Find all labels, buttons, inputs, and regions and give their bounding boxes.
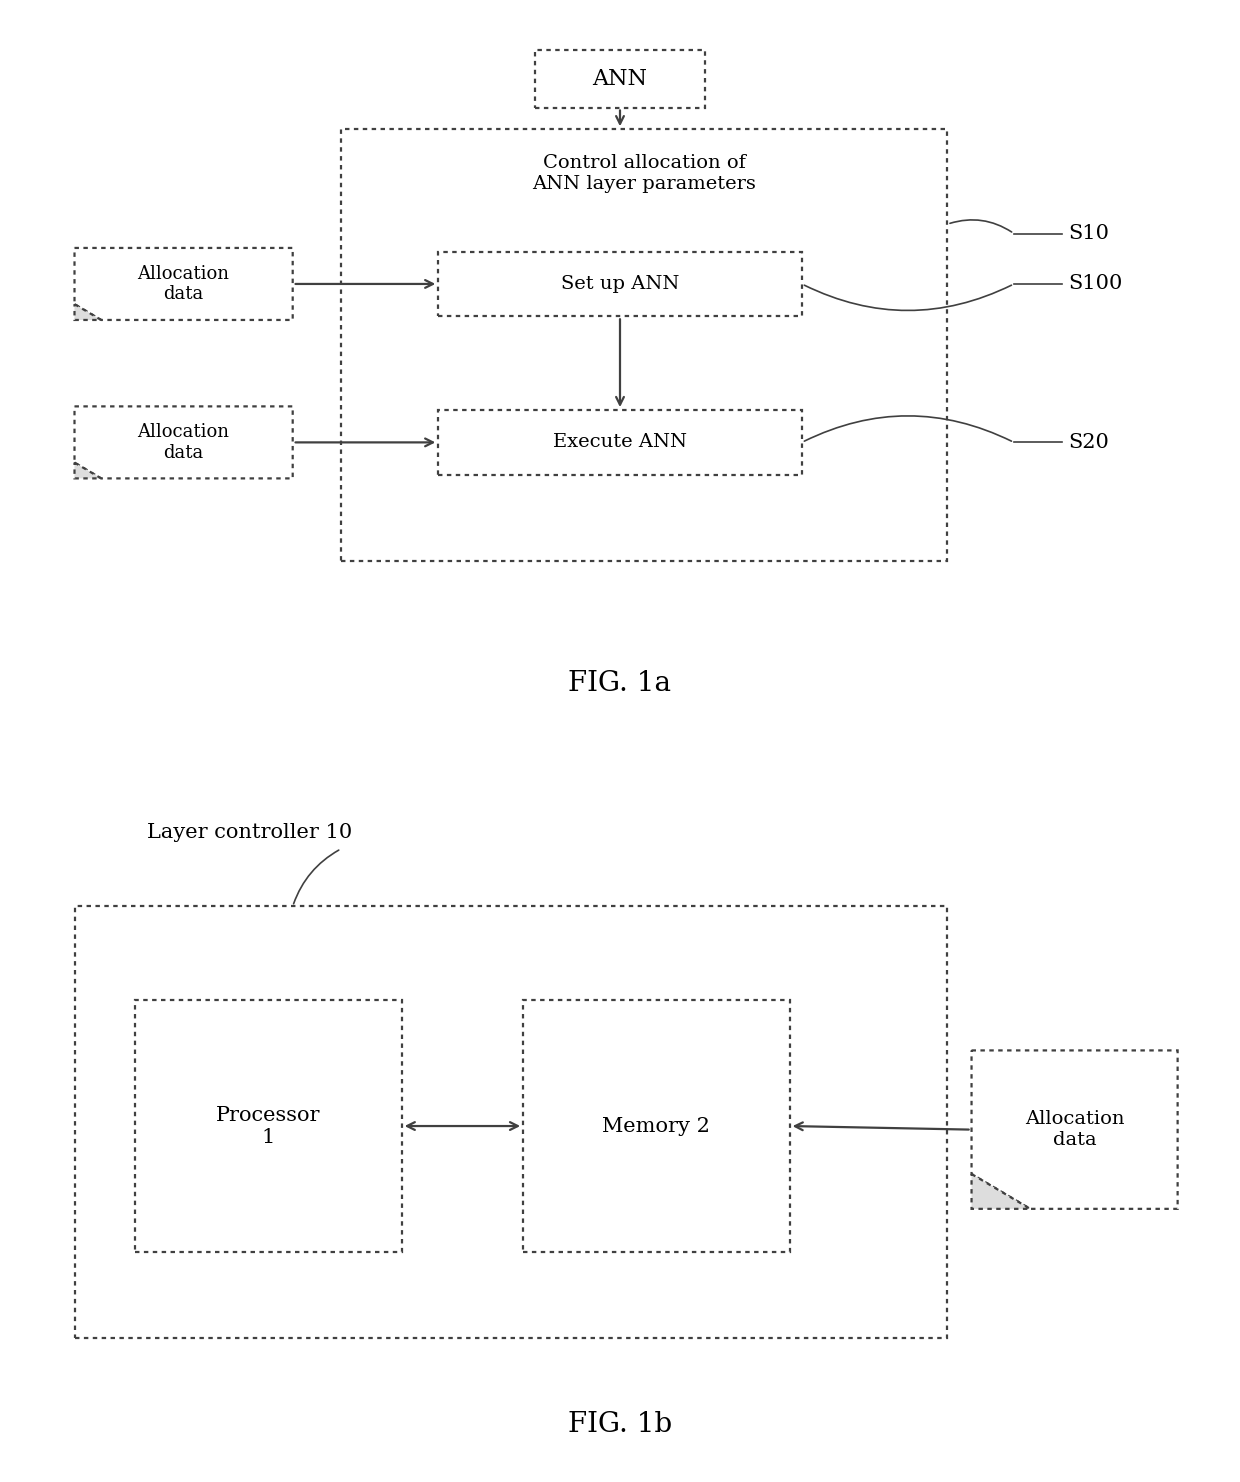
Bar xyxy=(74,907,947,1338)
Text: Allocation
data: Allocation data xyxy=(1024,1110,1125,1149)
PathPatch shape xyxy=(74,247,293,320)
PathPatch shape xyxy=(74,462,102,479)
Text: Set up ANN: Set up ANN xyxy=(560,276,680,293)
Text: Layer controller 10: Layer controller 10 xyxy=(148,823,352,842)
PathPatch shape xyxy=(972,1051,1178,1209)
Text: S100: S100 xyxy=(1069,274,1123,293)
Text: Execute ANN: Execute ANN xyxy=(553,433,687,452)
Text: Allocation
data: Allocation data xyxy=(138,265,229,304)
Bar xyxy=(438,411,802,474)
PathPatch shape xyxy=(74,304,102,320)
Bar xyxy=(341,129,947,562)
Text: Processor
1: Processor 1 xyxy=(216,1106,321,1147)
Text: Allocation
data: Allocation data xyxy=(138,422,229,462)
PathPatch shape xyxy=(972,1174,1030,1209)
Text: FIG. 1a: FIG. 1a xyxy=(568,670,672,697)
PathPatch shape xyxy=(74,406,293,479)
Text: FIG. 1b: FIG. 1b xyxy=(568,1411,672,1439)
Text: Memory 2: Memory 2 xyxy=(603,1116,711,1135)
Text: S20: S20 xyxy=(1069,433,1110,452)
Bar xyxy=(135,1000,402,1252)
Text: Control allocation of
ANN layer parameters: Control allocation of ANN layer paramete… xyxy=(532,154,756,193)
Bar xyxy=(536,50,704,108)
Text: ANN: ANN xyxy=(593,68,647,90)
Bar xyxy=(523,1000,790,1252)
Text: S10: S10 xyxy=(1069,224,1110,243)
Bar xyxy=(438,252,802,316)
